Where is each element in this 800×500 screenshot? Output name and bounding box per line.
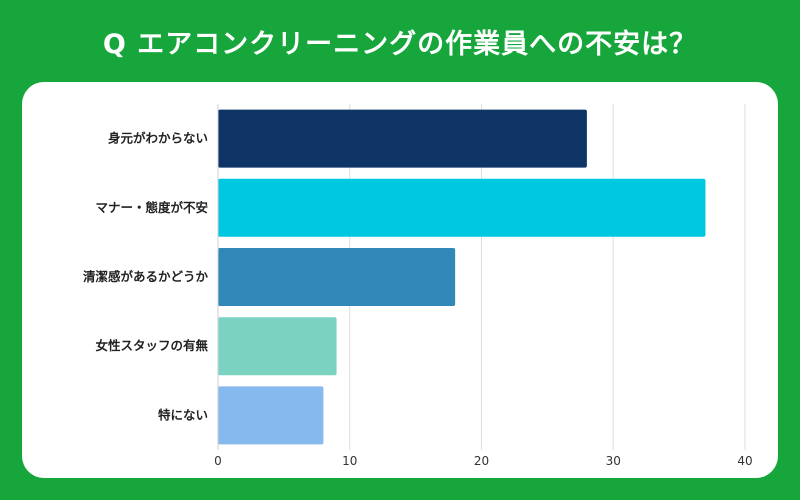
x-tick-label-40: 40 (737, 454, 752, 468)
bar-1 (218, 178, 706, 237)
category-label-2: 清潔感があるかどうか (83, 269, 209, 284)
bar-chart: 身元がわからないマナー・態度が不安清潔感があるかどうか女性スタッフの有無特にない… (83, 104, 753, 468)
x-tick-label-30: 30 (606, 454, 621, 468)
bar-3 (218, 317, 337, 376)
category-label-3: 女性スタッフの有無 (95, 338, 208, 353)
x-tick-label-0: 0 (214, 454, 222, 468)
x-tick-label-20: 20 (474, 454, 489, 468)
category-label-1: マナー・態度が不安 (95, 200, 208, 215)
bar-0 (218, 109, 587, 168)
x-tick-label-10: 10 (342, 454, 357, 468)
category-label-4: 特にない (158, 407, 208, 422)
chart-title: Q エアコンクリーニングの作業員への不安は？ (102, 28, 698, 60)
bar-4 (218, 386, 324, 445)
chart-card: 身元がわからないマナー・態度が不安清潔感があるかどうか女性スタッフの有無特にない… (22, 82, 778, 478)
category-label-0: 身元がわからない (108, 131, 208, 146)
bar-2 (218, 248, 456, 306)
